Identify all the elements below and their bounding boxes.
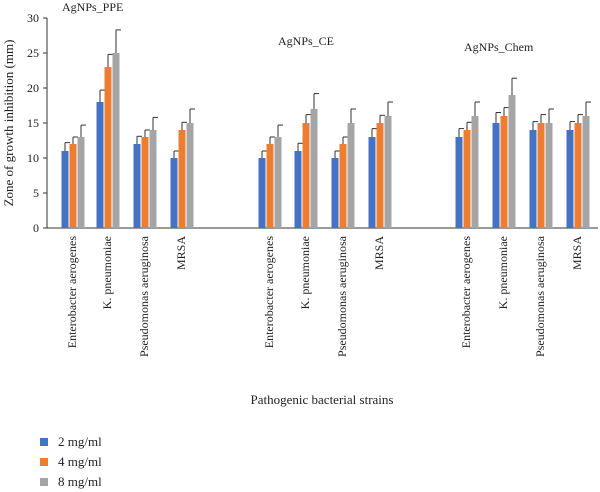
bar (368, 137, 376, 228)
y-tick-label: 30 (27, 11, 39, 25)
bar (258, 158, 266, 228)
bar (500, 116, 508, 228)
bar (149, 130, 157, 228)
bar (69, 144, 77, 228)
x-tick-label: Enterobacter aerogenes (459, 236, 473, 349)
bar (537, 123, 545, 228)
x-tick-label: MRSA (372, 236, 386, 270)
bar (302, 123, 310, 228)
x-axis-label: Pathogenic bacterial strains (251, 392, 394, 407)
legend: 2 mg/ml 4 mg/ml 8 mg/ml (40, 432, 102, 492)
legend-label: 4 mg/ml (58, 454, 102, 469)
legend-label: 8 mg/ml (58, 474, 102, 489)
legend-label: 2 mg/ml (58, 434, 102, 449)
bar (376, 123, 384, 228)
bar (266, 144, 274, 228)
y-tick-label: 25 (27, 46, 39, 60)
bar (274, 137, 282, 228)
x-tick-label: MRSA (174, 236, 188, 270)
bar (141, 137, 149, 228)
bar (566, 130, 574, 228)
x-tick-label: Pseudomonas aeruginosa (335, 235, 349, 357)
bar (508, 95, 516, 228)
bar (574, 123, 582, 228)
bar (61, 151, 69, 228)
y-axis-label: Zone of growth inhibition (mm) (1, 40, 16, 207)
x-tick-label: MRSA (570, 236, 584, 270)
y-tick-label: 0 (33, 221, 39, 235)
bar (331, 158, 339, 228)
legend-item: 4 mg/ml (40, 452, 102, 472)
bar (529, 130, 537, 228)
group-title: AgNPs_PPE (62, 0, 123, 14)
x-tick-label: Enterobacter aerogenes (262, 236, 276, 349)
bar (545, 123, 553, 228)
bar (455, 137, 463, 228)
y-tick-label: 20 (27, 81, 39, 95)
y-tick-label: 10 (27, 151, 39, 165)
labels: Zone of growth inhibition (mm) Pathogenic… (1, 0, 584, 407)
bar (133, 144, 141, 228)
bar (104, 67, 112, 228)
bar (384, 116, 392, 228)
bar (339, 144, 347, 228)
bar (492, 123, 500, 228)
x-tick-label: K. pneumoniae (298, 236, 312, 309)
bar (178, 130, 186, 228)
bar (463, 130, 471, 228)
x-tick-label: Enterobacter aerogenes (65, 236, 79, 349)
legend-swatch (40, 458, 48, 466)
bar (310, 109, 318, 228)
bar (582, 116, 590, 228)
group-title: AgNPs_Chem (464, 40, 534, 54)
bar (471, 116, 479, 228)
bar (96, 102, 104, 228)
bars (61, 29, 591, 228)
legend-item: 2 mg/ml (40, 432, 102, 452)
bar (186, 123, 194, 228)
bar (112, 53, 120, 228)
x-tick-label: Pseudomonas aeruginosa (533, 235, 547, 357)
legend-swatch (40, 438, 48, 446)
y-tick-label: 15 (27, 116, 39, 130)
x-tick-label: Pseudomonas aeruginosa (137, 235, 151, 357)
y-tick-label: 5 (33, 186, 39, 200)
legend-item: 8 mg/ml (40, 472, 102, 492)
x-tick-label: K. pneumoniae (496, 236, 510, 309)
legend-swatch (40, 478, 48, 486)
group-title: AgNPs_CE (278, 34, 334, 48)
bar (294, 151, 302, 228)
bar (347, 123, 355, 228)
bar (77, 137, 85, 228)
x-tick-label: K. pneumoniae (100, 236, 114, 309)
bar (170, 158, 178, 228)
